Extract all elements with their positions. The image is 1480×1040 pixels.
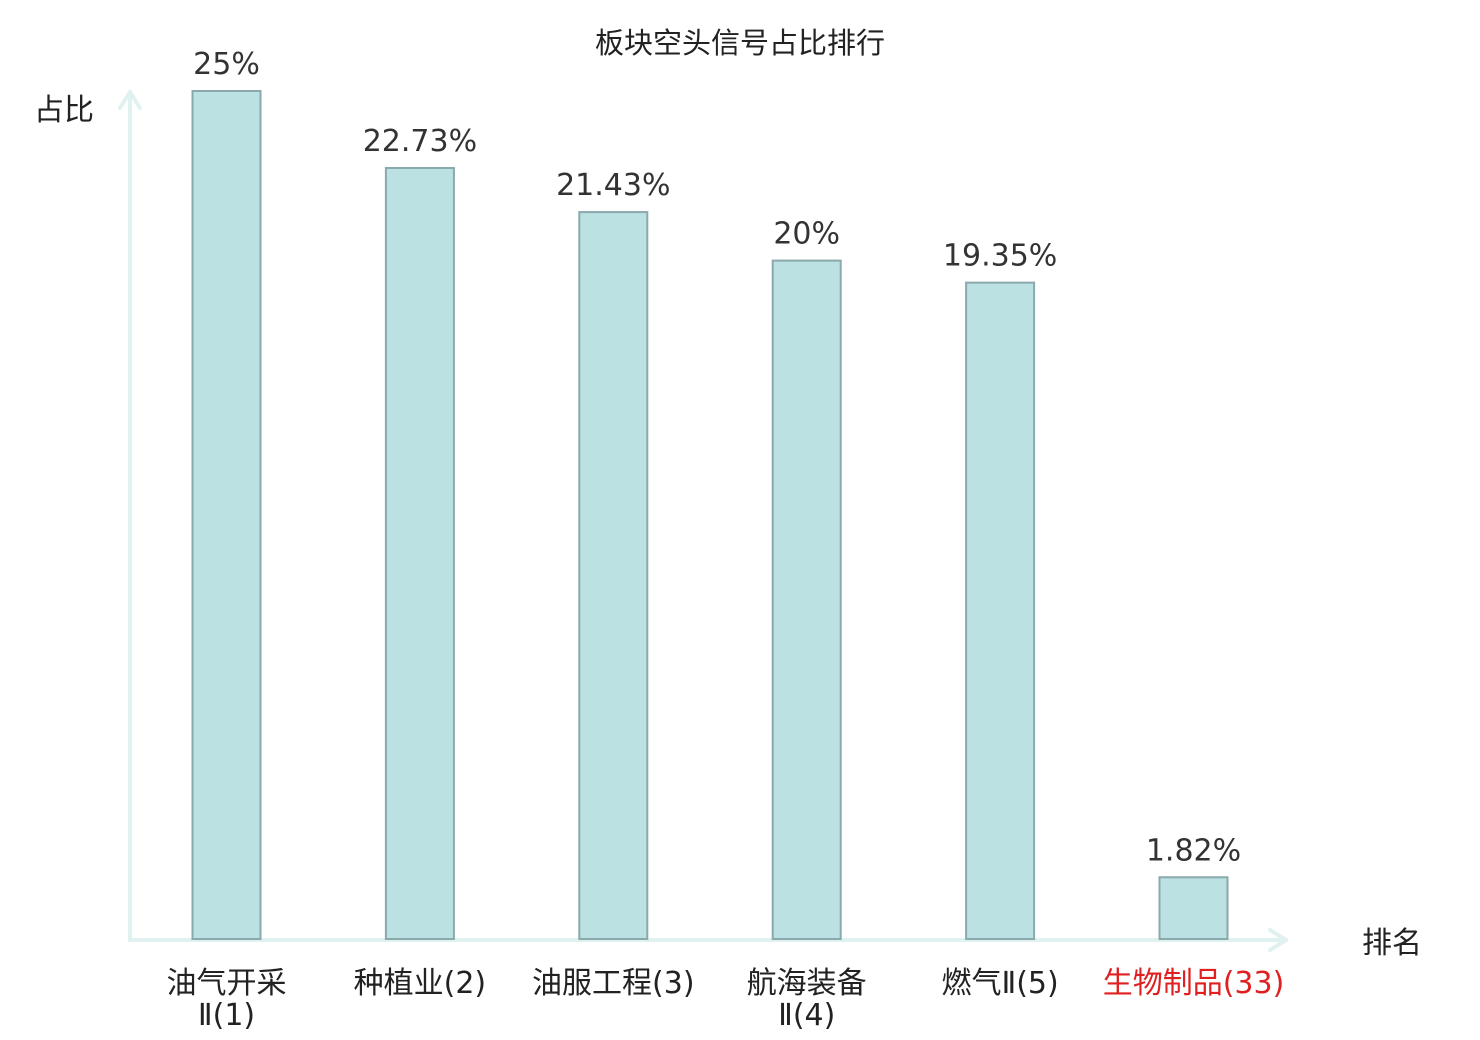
value-label-5: 19.35%	[943, 239, 1057, 274]
bars	[191, 90, 1229, 941]
x-axis-label: 排名	[1362, 926, 1422, 961]
bar-2	[384, 166, 455, 940]
category-label-6: 生物制品(33)	[1103, 966, 1285, 1001]
bar-4	[771, 259, 842, 941]
value-labels: 25% 22.73% 21.43% 20% 19.35% 1.82%	[193, 47, 1241, 868]
axes	[118, 90, 1288, 952]
bar-5	[965, 281, 1036, 940]
value-label-2: 22.73%	[363, 124, 477, 159]
category-label-2: 种植业(2)	[354, 966, 487, 1001]
category-label-1-line-2: Ⅱ(1)	[198, 998, 255, 1033]
bar-3	[578, 211, 649, 940]
category-label-3: 油服工程(3)	[532, 966, 695, 1001]
category-label-4-line-1: 航海装备	[747, 966, 867, 1001]
bar-6	[1158, 876, 1229, 941]
category-label-5: 燃气Ⅱ(5)	[941, 966, 1058, 1001]
value-label-1: 25%	[193, 47, 260, 82]
y-axis-arrow	[118, 90, 142, 110]
value-label-4: 20%	[773, 217, 840, 252]
value-label-6: 1.82%	[1146, 833, 1241, 868]
value-label-3: 21.43%	[556, 168, 670, 203]
chart-title: 板块空头信号占比排行	[595, 26, 885, 60]
category-label-1-line-1: 油气开采	[167, 966, 287, 1001]
bar-1	[191, 90, 262, 940]
category-label-4-line-2: Ⅱ(4)	[778, 998, 835, 1033]
y-axis-label: 占比	[34, 93, 94, 128]
x-axis-arrow	[1268, 928, 1288, 952]
